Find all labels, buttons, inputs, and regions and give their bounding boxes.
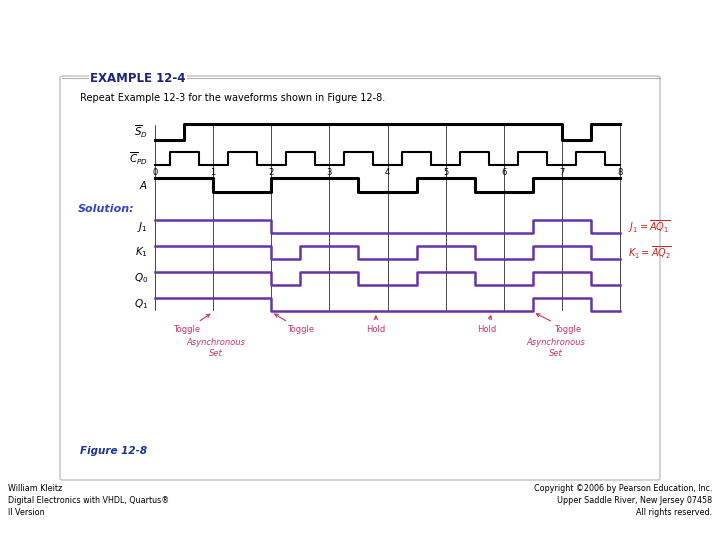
Text: $A$: $A$ [139, 179, 148, 191]
Text: 7: 7 [559, 168, 564, 177]
FancyBboxPatch shape [60, 76, 660, 480]
Text: Asynchronous
Set: Asynchronous Set [186, 338, 246, 358]
Text: 8: 8 [617, 168, 623, 177]
Text: $J_1$: $J_1$ [138, 219, 148, 233]
Text: Toggle: Toggle [174, 314, 210, 334]
Text: $\overline{S}_D$: $\overline{S}_D$ [134, 124, 148, 140]
Text: $Q_1$: $Q_1$ [134, 298, 148, 312]
Text: Asynchronous
Set: Asynchronous Set [526, 338, 585, 358]
Text: 6: 6 [501, 168, 506, 177]
Text: 4: 4 [385, 168, 390, 177]
Text: Solution:: Solution: [78, 204, 135, 214]
Text: $K_1=\overline{AQ_2}$: $K_1=\overline{AQ_2}$ [628, 244, 672, 261]
Text: Copyright ©2006 by Pearson Education, Inc.
Upper Saddle River, New Jersey 07458
: Copyright ©2006 by Pearson Education, In… [534, 484, 712, 517]
Text: 3: 3 [327, 168, 332, 177]
Text: Toggle: Toggle [536, 314, 581, 334]
Text: 2: 2 [269, 168, 274, 177]
Text: Repeat Example 12-3 for the waveforms shown in Figure 12-8.: Repeat Example 12-3 for the waveforms sh… [80, 93, 385, 103]
Text: $K_1$: $K_1$ [135, 246, 148, 259]
Text: $J_1=\overline{AQ_1}$: $J_1=\overline{AQ_1}$ [628, 218, 670, 235]
Text: 1: 1 [210, 168, 216, 177]
Text: Figure 12-8: Figure 12-8 [80, 446, 147, 456]
Text: Hold: Hold [477, 316, 496, 334]
Text: $\overline{C}_{PD}$: $\overline{C}_{PD}$ [129, 150, 148, 167]
Text: $Q_0$: $Q_0$ [134, 272, 148, 286]
Text: Hold: Hold [366, 316, 385, 334]
Text: 5: 5 [443, 168, 449, 177]
Text: 0: 0 [153, 168, 158, 177]
Text: William Kleitz
Digital Electronics with VHDL, Quartus®
II Version: William Kleitz Digital Electronics with … [8, 484, 169, 517]
Text: EXAMPLE 12-4: EXAMPLE 12-4 [90, 71, 186, 84]
Text: Toggle: Toggle [275, 314, 314, 334]
